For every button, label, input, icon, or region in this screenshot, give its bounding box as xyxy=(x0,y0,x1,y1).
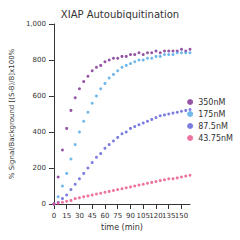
svg-text:75: 75 xyxy=(113,212,122,220)
svg-text:15: 15 xyxy=(62,212,71,220)
svg-text:0: 0 xyxy=(52,212,56,220)
svg-text:350nM: 350nM xyxy=(198,98,225,107)
svg-text:XIAP Autoubiquitination: XIAP Autoubiquitination xyxy=(61,9,179,20)
svg-text:60: 60 xyxy=(101,212,110,220)
svg-text:150: 150 xyxy=(175,212,188,220)
svg-text:43.75nM: 43.75nM xyxy=(198,134,233,143)
svg-text:87.5nM: 87.5nM xyxy=(198,122,228,131)
svg-text:200: 200 xyxy=(33,164,46,172)
svg-text:0: 0 xyxy=(41,200,45,208)
svg-text:1,000: 1,000 xyxy=(26,20,46,28)
svg-text:% Signal/Background [(S-B)/B]x: % Signal/Background [(S-B)/B]x100% xyxy=(8,48,16,179)
svg-text:175nM: 175nM xyxy=(198,110,225,119)
svg-text:120: 120 xyxy=(149,212,162,220)
svg-text:105: 105 xyxy=(137,212,150,220)
svg-text:800: 800 xyxy=(33,56,46,64)
svg-text:30: 30 xyxy=(75,212,84,220)
svg-text:time (min): time (min) xyxy=(101,223,143,232)
svg-text:90: 90 xyxy=(126,212,135,220)
svg-text:135: 135 xyxy=(162,212,175,220)
svg-text:400: 400 xyxy=(33,128,46,136)
svg-text:600: 600 xyxy=(33,92,46,100)
svg-text:45: 45 xyxy=(88,212,97,220)
